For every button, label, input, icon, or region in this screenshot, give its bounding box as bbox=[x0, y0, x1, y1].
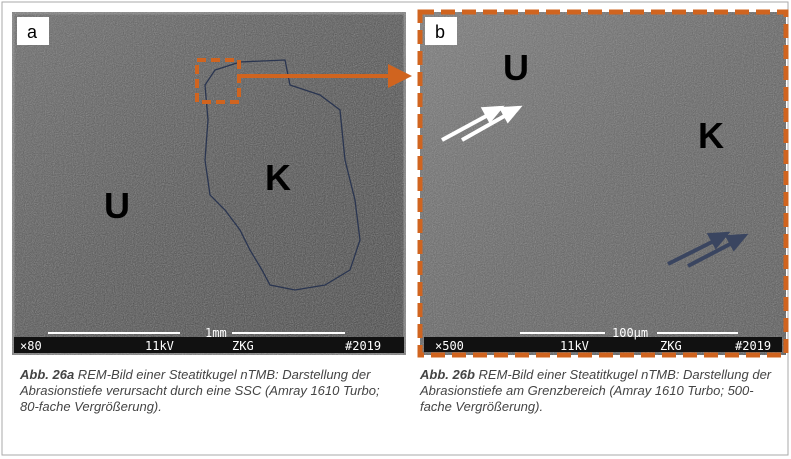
databar-text: ZKG bbox=[660, 339, 682, 353]
page: a U K 1mm ×80 11kV ZKG #2019 b U K 100µm… bbox=[0, 0, 791, 459]
databar-text: ZKG bbox=[232, 339, 254, 353]
databar-text: ×80 bbox=[20, 339, 42, 353]
region-label: K bbox=[265, 157, 291, 198]
databar-text: #2019 bbox=[735, 339, 771, 353]
region-label: U bbox=[104, 185, 130, 226]
databar bbox=[424, 337, 782, 352]
sem-image bbox=[420, 12, 786, 355]
scale-label: 100µm bbox=[612, 326, 648, 340]
region-label: U bbox=[503, 47, 529, 88]
panel-label: a bbox=[27, 22, 38, 42]
caption-text: REM-Bild einer Steatitkugel nTMB: Darste… bbox=[20, 367, 380, 414]
caption: Abb. 26a REM-Bild einer Steatitkugel nTM… bbox=[20, 367, 395, 415]
databar-text: 11kV bbox=[560, 339, 589, 353]
panel-label: b bbox=[435, 22, 445, 42]
databar-text: #2019 bbox=[345, 339, 381, 353]
databar-text: 11kV bbox=[145, 339, 174, 353]
databar-text: ×500 bbox=[435, 339, 464, 353]
scale-label: 1mm bbox=[205, 326, 227, 340]
region-label: K bbox=[698, 115, 724, 156]
caption: Abb. 26b REM-Bild einer Steatitkugel nTM… bbox=[420, 367, 780, 415]
caption-number: Abb. 26a bbox=[20, 367, 74, 382]
caption-number: Abb. 26b bbox=[420, 367, 475, 382]
